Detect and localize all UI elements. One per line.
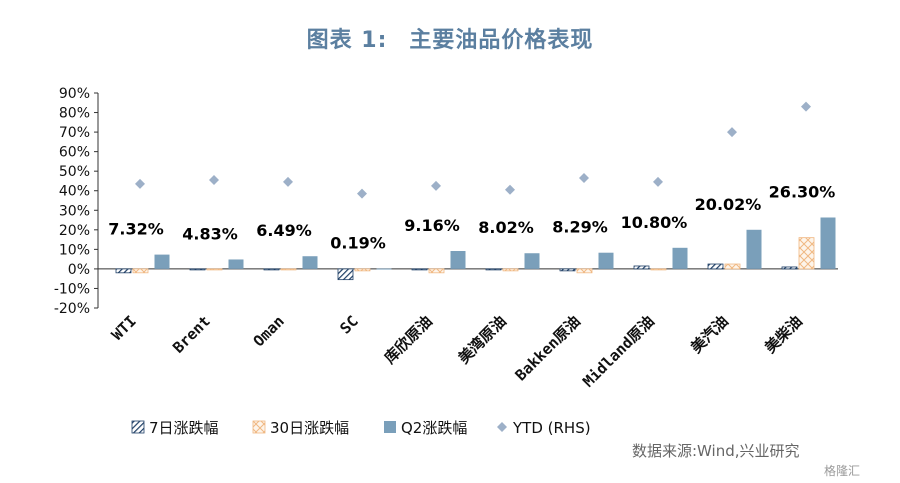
- legend-label: YTD (RHS): [512, 419, 591, 437]
- legend-item-ytd: YTD (RHS): [497, 419, 591, 437]
- bar-30d: [724, 263, 741, 270]
- y-tick-label: 10%: [59, 242, 90, 258]
- y-tick-label: 40%: [59, 184, 90, 200]
- ytd-marker: [653, 176, 663, 187]
- q2-data-label: 10.80%: [621, 213, 688, 232]
- q2-data-label: 6.49%: [256, 221, 312, 240]
- chart-title: 图表 1: 主要油品价格表现: [0, 22, 900, 54]
- x-category-label: 美柴油: [761, 312, 806, 357]
- bar-7d: [337, 268, 354, 281]
- y-tick-label: 70%: [59, 125, 90, 141]
- bar-q2: [450, 251, 466, 269]
- q2-data-label: 9.16%: [404, 216, 460, 235]
- bar-30d: [502, 268, 519, 272]
- legend-swatch: [384, 421, 396, 433]
- ytd-marker: [727, 127, 737, 138]
- ytd-marker: [283, 176, 293, 187]
- legend-label: 30日涨跌幅: [270, 419, 349, 437]
- bar-30d: [132, 268, 149, 274]
- ytd-marker: [135, 178, 145, 189]
- bar-7d: [411, 268, 428, 271]
- ytd-marker: [505, 184, 515, 195]
- x-category-label: Brent: [169, 312, 214, 357]
- bar-30d: [650, 268, 667, 271]
- x-category-label: WTI: [108, 312, 140, 344]
- bar-7d: [633, 265, 650, 270]
- legend-label: 7日涨跌幅: [149, 419, 219, 437]
- q2-data-label: 20.02%: [695, 195, 762, 214]
- bars-layer: [115, 217, 836, 281]
- chart-title-main: 主要油品价格表现: [409, 28, 594, 53]
- bar-q2: [672, 247, 688, 269]
- y-tick-label: 0%: [68, 262, 90, 278]
- q2-data-label: 4.83%: [182, 224, 238, 243]
- legend-item-q2: Q2涨跌幅: [384, 419, 467, 437]
- bar-30d: [354, 268, 371, 272]
- bar-q2: [302, 256, 318, 269]
- bar-q2: [228, 259, 244, 269]
- watermark: 格隆汇: [824, 464, 861, 478]
- y-tick-label: -10%: [54, 281, 90, 297]
- legend-item-7d: 7日涨跌幅: [131, 419, 219, 437]
- bar-7d: [189, 268, 206, 271]
- bar-q2: [154, 254, 170, 269]
- bar-30d: [280, 268, 297, 271]
- y-tick-label: 80%: [59, 106, 90, 122]
- bar-q2: [376, 268, 392, 270]
- ytd-markers-layer: [135, 101, 811, 199]
- bar-q2: [746, 229, 762, 269]
- y-tick-label: 30%: [59, 203, 90, 219]
- q2-data-label: 7.32%: [108, 220, 164, 239]
- legend-swatch: [252, 420, 266, 434]
- bar-q2: [820, 217, 836, 269]
- y-tick-label: 20%: [59, 223, 90, 239]
- axis-layer: 90% 80% 70% 60% 50% 40% 30% 20% 10% 0% -10% -20% WTI…: [54, 86, 838, 391]
- x-category-label: Midland原油: [579, 312, 658, 391]
- ytd-marker: [431, 180, 441, 191]
- y-tick-label: -20%: [54, 301, 90, 317]
- legend: 7日涨跌幅 30日涨跌幅 Q2涨跌幅 YTD (RHS): [131, 419, 591, 437]
- bar-30d: [576, 268, 593, 274]
- ytd-marker: [801, 101, 811, 112]
- bar-30d: [428, 268, 445, 274]
- data-labels-layer: 7.32% 4.83% 6.49% 0.19% 9.16% 8.02% 8.29% 10.80…: [108, 183, 835, 253]
- bar-7d: [485, 268, 502, 271]
- bar-7d: [707, 263, 724, 270]
- q2-data-label: 8.29%: [552, 218, 608, 237]
- bar-30d: [206, 268, 223, 271]
- legend-swatch-diamond: [497, 422, 507, 432]
- ytd-marker: [357, 188, 367, 199]
- legend-label: Q2涨跌幅: [401, 419, 467, 437]
- x-category-label: Bakken原油: [512, 312, 584, 384]
- q2-data-label: 0.19%: [330, 234, 386, 253]
- bar-q2: [598, 252, 614, 269]
- bar-q2: [524, 253, 540, 269]
- chart-title-prefix: 图表 1:: [306, 28, 388, 53]
- ytd-marker: [579, 173, 589, 184]
- bar-7d: [263, 268, 280, 271]
- bar-7d: [115, 268, 132, 274]
- q2-data-label: 8.02%: [478, 218, 534, 237]
- legend-swatch: [131, 420, 145, 434]
- bar-30d: [798, 237, 815, 270]
- source-note: 数据来源:Wind,兴业研究: [632, 442, 800, 460]
- x-category-label: 库欣原油: [381, 312, 436, 367]
- y-tick-label: 90%: [59, 86, 90, 102]
- x-category-label: Oman: [250, 312, 288, 350]
- bar-7d: [559, 268, 576, 272]
- x-category-label: 美汽油: [687, 312, 732, 357]
- y-tick-label: 50%: [59, 164, 90, 180]
- y-tick-label: 60%: [59, 145, 90, 161]
- bar-7d: [781, 266, 798, 270]
- ytd-marker: [209, 174, 219, 185]
- legend-item-30d: 30日涨跌幅: [252, 419, 349, 437]
- x-category-label: SC: [336, 312, 362, 338]
- q2-data-label: 26.30%: [769, 183, 836, 202]
- x-category-label: 美湾原油: [455, 312, 510, 367]
